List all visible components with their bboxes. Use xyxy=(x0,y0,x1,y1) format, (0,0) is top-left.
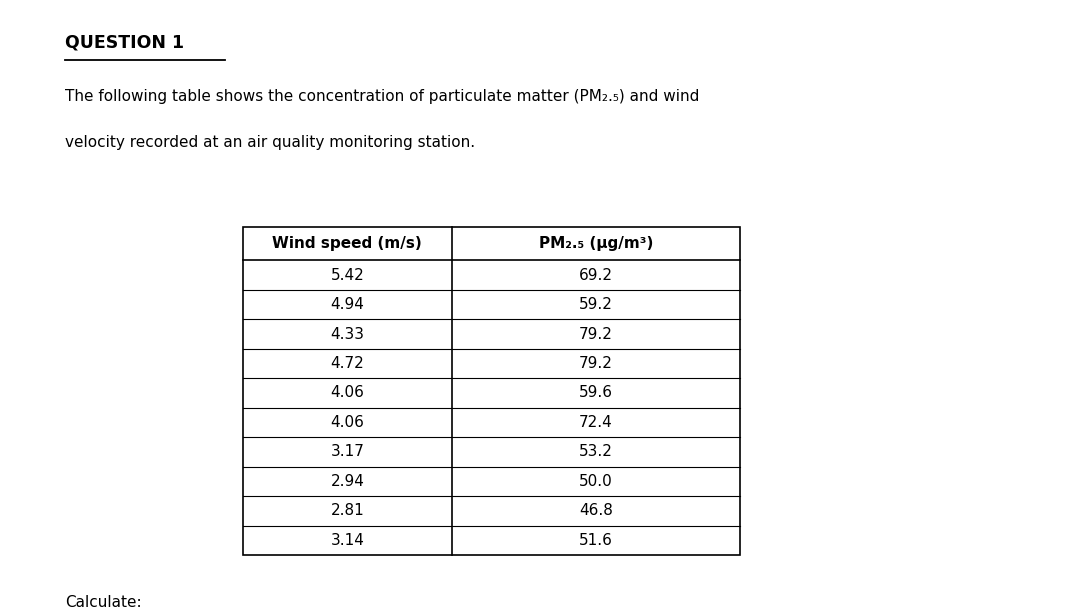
Text: 72.4: 72.4 xyxy=(579,415,612,430)
Text: The following table shows the concentration of particulate matter (PM₂.₅) and wi: The following table shows the concentrat… xyxy=(65,89,699,104)
Text: 2.81: 2.81 xyxy=(330,503,364,518)
Bar xyxy=(243,227,740,555)
Text: velocity recorded at an air quality monitoring station.: velocity recorded at an air quality moni… xyxy=(65,135,475,150)
Text: QUESTION 1: QUESTION 1 xyxy=(65,34,184,52)
Text: 79.2: 79.2 xyxy=(579,356,612,371)
Text: Wind speed (m/s): Wind speed (m/s) xyxy=(272,236,422,251)
Text: 4.94: 4.94 xyxy=(330,297,364,312)
Text: 3.14: 3.14 xyxy=(330,533,364,548)
Text: 79.2: 79.2 xyxy=(579,327,612,341)
Text: 69.2: 69.2 xyxy=(579,268,612,282)
Text: 5.42: 5.42 xyxy=(330,268,364,282)
Text: 53.2: 53.2 xyxy=(579,445,612,459)
Text: 59.2: 59.2 xyxy=(579,297,612,312)
Text: 4.06: 4.06 xyxy=(330,386,364,400)
Text: 51.6: 51.6 xyxy=(579,533,612,548)
Text: 3.17: 3.17 xyxy=(330,445,364,459)
Text: 46.8: 46.8 xyxy=(579,503,612,518)
Text: 4.33: 4.33 xyxy=(330,327,364,341)
Text: Calculate:: Calculate: xyxy=(65,595,141,610)
Text: 4.72: 4.72 xyxy=(330,356,364,371)
Text: 50.0: 50.0 xyxy=(579,474,612,489)
Text: 59.6: 59.6 xyxy=(579,386,612,400)
Text: PM₂.₅ (μg/m³): PM₂.₅ (μg/m³) xyxy=(539,236,653,251)
Text: 4.06: 4.06 xyxy=(330,415,364,430)
Text: 2.94: 2.94 xyxy=(330,474,364,489)
